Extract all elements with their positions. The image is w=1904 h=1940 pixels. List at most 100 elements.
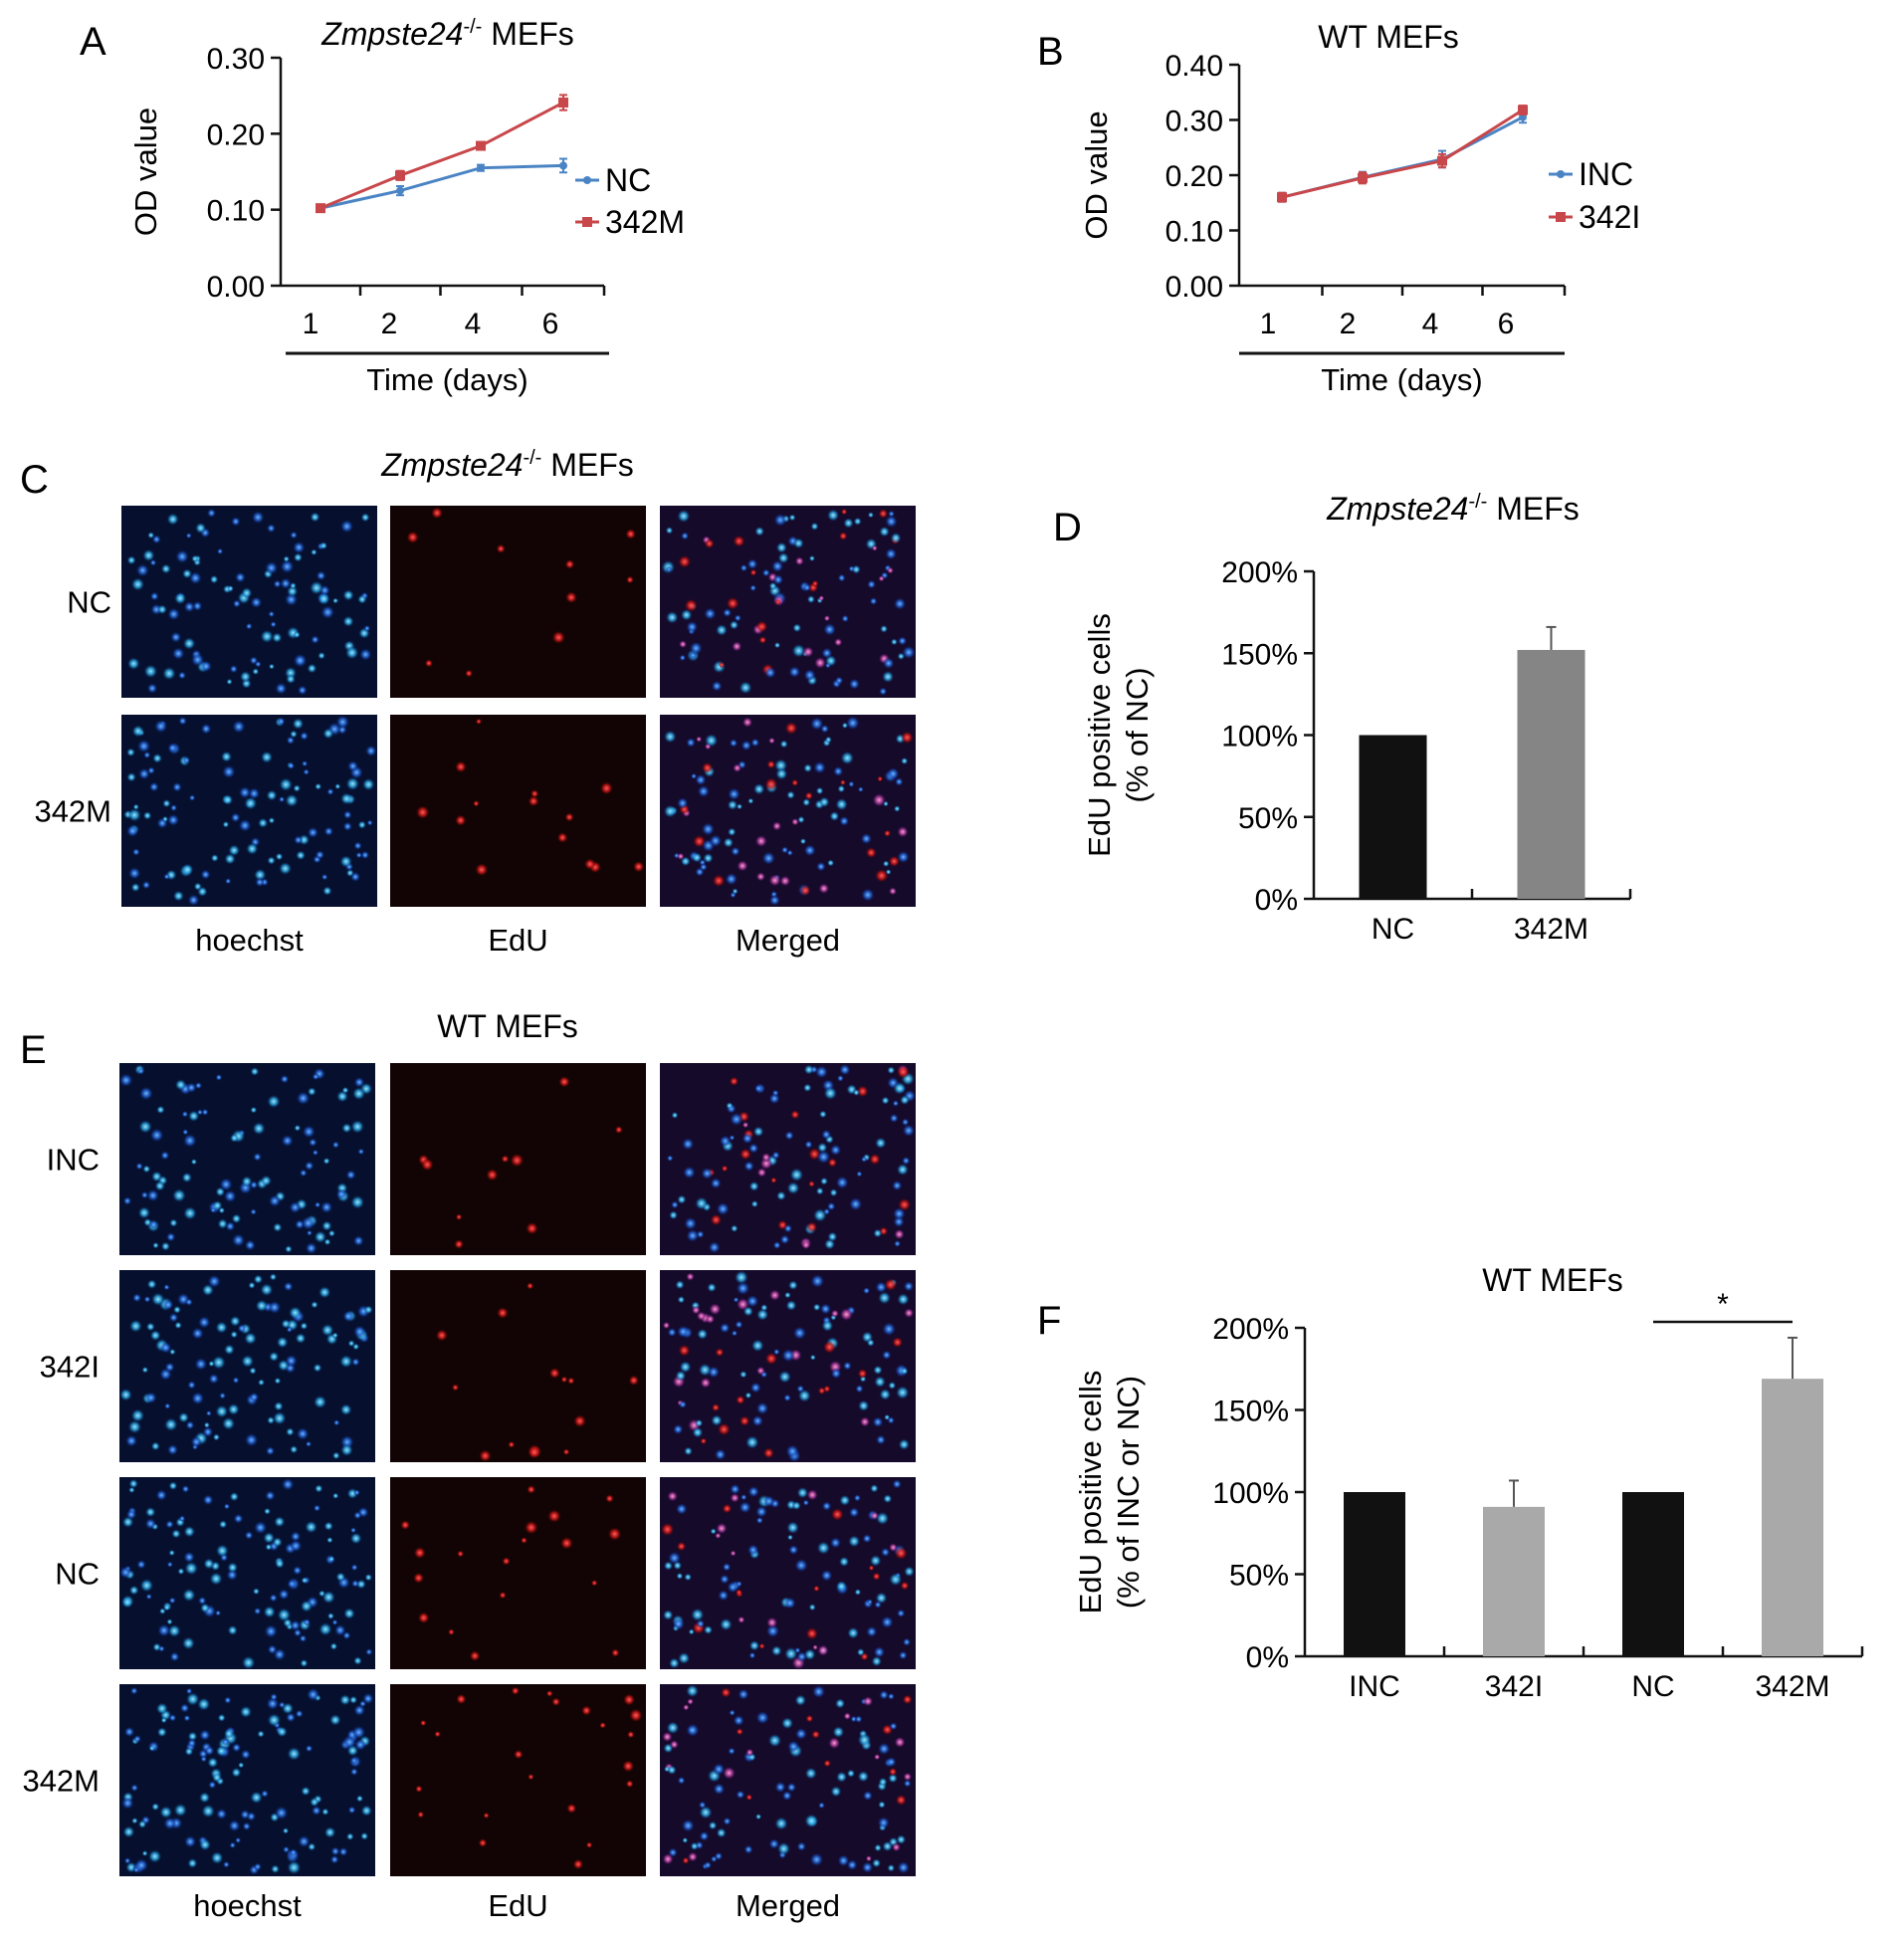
cell-nucleus [677, 1776, 686, 1785]
cell-nucleus [721, 1165, 729, 1173]
y-tick-label: 50% [1229, 1560, 1289, 1593]
cell-nucleus [360, 513, 370, 523]
cell-nucleus [161, 815, 169, 823]
cell-nucleus [332, 1419, 340, 1426]
cell-nucleus [827, 1736, 841, 1750]
cell-nucleus [875, 1511, 890, 1526]
cell-nucleus [199, 1729, 211, 1741]
cell-nucleus [345, 1832, 354, 1840]
cell-nucleus [748, 1640, 760, 1651]
cell-nucleus [241, 1176, 253, 1187]
cell-nucleus [885, 547, 898, 560]
cell-nucleus [768, 894, 781, 907]
cell-nucleus [285, 1354, 298, 1368]
cell-nucleus [366, 819, 373, 826]
cell-nucleus [272, 1537, 283, 1548]
y-tick-label: 0.30 [207, 43, 265, 76]
bar-NC [1359, 735, 1427, 899]
cell-nucleus [743, 1844, 753, 1854]
cell-nucleus [300, 1600, 313, 1613]
x-tick-label: 4 [465, 308, 482, 340]
cell-nucleus [877, 1817, 890, 1830]
cell-nucleus [272, 632, 283, 643]
cell-nucleus [788, 1544, 799, 1556]
cell-nucleus [768, 1838, 780, 1849]
cell-nucleus [164, 1362, 175, 1373]
cell-nucleus [300, 1322, 309, 1330]
cell-nucleus [400, 1520, 411, 1530]
cell-nucleus [679, 654, 687, 662]
cell-nucleus [267, 1094, 281, 1109]
cell-nucleus [501, 1155, 510, 1164]
cell-nucleus [415, 805, 430, 819]
cell-nucleus [894, 1736, 906, 1749]
cell-nucleus [720, 1617, 733, 1631]
cell-nucleus [686, 1723, 700, 1737]
cell-nucleus [787, 1740, 800, 1753]
cell-nucleus [581, 1705, 592, 1716]
cell-nucleus [148, 1219, 158, 1229]
cell-nucleus [282, 1845, 291, 1853]
cell-nucleus [783, 1597, 796, 1610]
cell-nucleus [873, 1228, 883, 1238]
cell-nucleus [121, 1596, 133, 1609]
cell-nucleus [137, 1067, 145, 1075]
cell-nucleus [126, 555, 136, 565]
row-label: 342I [40, 1350, 100, 1385]
cell-nucleus [149, 1128, 164, 1143]
cell-nucleus [692, 1426, 704, 1438]
cell-nucleus [760, 1304, 768, 1312]
cell-nucleus [765, 1617, 778, 1628]
y-tick-label: 0.20 [207, 118, 265, 151]
cell-nucleus [274, 1806, 289, 1821]
cell-nucleus [799, 838, 807, 845]
panel-a-letter: A [80, 20, 106, 64]
cell-nucleus [219, 1178, 233, 1191]
cell-nucleus [821, 1501, 832, 1511]
cell-nucleus [748, 1181, 759, 1191]
cell-nucleus [301, 1786, 311, 1797]
cell-nucleus [202, 1426, 214, 1437]
cell-nucleus [720, 1574, 730, 1585]
cell-nucleus [666, 1721, 680, 1735]
cell-nucleus [853, 517, 862, 526]
cell-nucleus [155, 1702, 168, 1715]
cell-nucleus [767, 1733, 782, 1748]
cell-nucleus [871, 1655, 883, 1667]
cell-nucleus [119, 1566, 132, 1579]
cell-nucleus [205, 1409, 212, 1416]
cell-nucleus [275, 852, 284, 861]
cell-nucleus [894, 1239, 902, 1248]
cell-nucleus [704, 734, 719, 748]
cell-nucleus [733, 535, 745, 547]
cell-nucleus [887, 1416, 895, 1424]
cell-nucleus [227, 1562, 239, 1574]
cell-nucleus [339, 1694, 351, 1706]
cell-nucleus [483, 1812, 490, 1819]
column-label: hoechst [193, 1888, 302, 1923]
cell-nucleus [185, 533, 192, 539]
cell-nucleus [819, 1303, 832, 1315]
cell-nucleus [699, 1831, 710, 1841]
cell-nucleus [125, 824, 139, 838]
cell-nucleus [172, 1188, 186, 1202]
cell-nucleus [673, 1423, 684, 1435]
cell-nucleus [303, 1618, 312, 1626]
micrograph-342M-Merged-cells [662, 1684, 913, 1874]
cell-nucleus [268, 1300, 282, 1314]
cell-nucleus [333, 1623, 346, 1636]
cell-nucleus [802, 1499, 810, 1506]
cell-nucleus [241, 1355, 255, 1368]
cell-nucleus [815, 786, 824, 795]
cell-nucleus [878, 575, 885, 582]
row-label: 342M [34, 794, 111, 829]
cell-nucleus [475, 863, 489, 877]
cell-nucleus [732, 888, 739, 895]
cell-nucleus [335, 1188, 347, 1199]
cell-nucleus [852, 1089, 860, 1097]
cell-nucleus [888, 887, 898, 896]
cell-nucleus [888, 1381, 897, 1390]
cell-nucleus [145, 1506, 156, 1518]
cell-nucleus [874, 868, 889, 883]
cell-nucleus [315, 850, 325, 860]
